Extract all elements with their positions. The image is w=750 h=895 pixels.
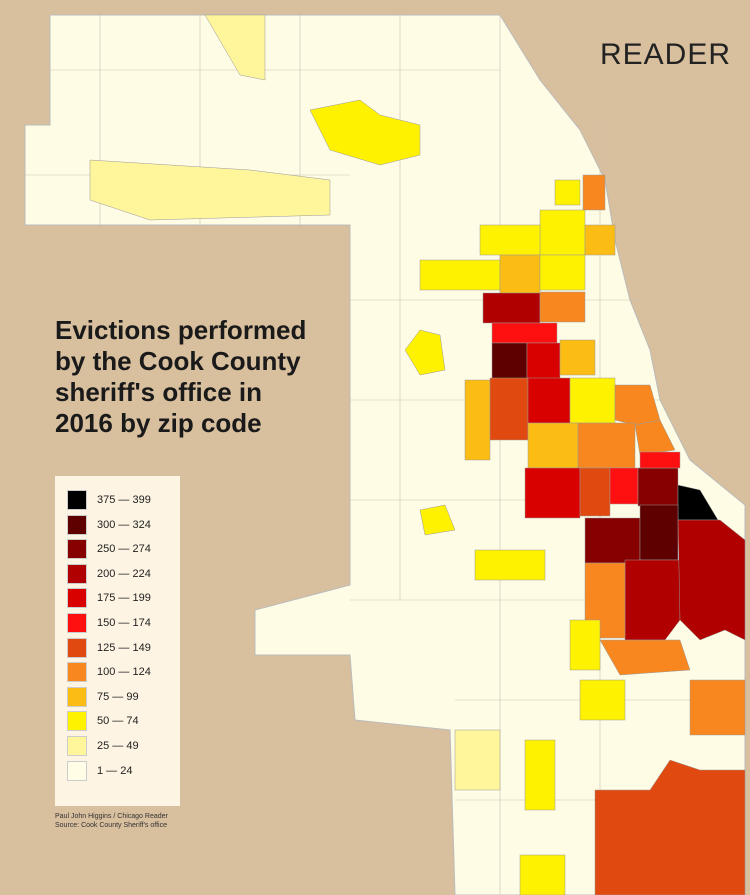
legend-swatch bbox=[67, 686, 87, 707]
zip-area bbox=[526, 342, 561, 381]
zip-area bbox=[624, 559, 681, 641]
zip-area bbox=[599, 639, 691, 676]
zip-area bbox=[489, 377, 529, 441]
legend-item: 75 — 99 bbox=[67, 686, 139, 707]
zip-area bbox=[524, 739, 556, 811]
zip-area bbox=[404, 329, 446, 376]
zip-area bbox=[579, 679, 626, 721]
title-line: sheriff's office in bbox=[55, 377, 262, 407]
zip-area bbox=[482, 292, 541, 324]
zip-area bbox=[89, 159, 331, 221]
zip-area bbox=[499, 254, 541, 294]
title-line: by the Cook County bbox=[55, 346, 301, 376]
legend-swatch bbox=[67, 736, 87, 756]
legend-item: 150 — 174 bbox=[67, 613, 151, 633]
zip-area bbox=[491, 342, 528, 381]
zip-area bbox=[594, 759, 746, 895]
legend-swatch bbox=[67, 662, 87, 683]
zip-area bbox=[554, 179, 581, 206]
zip-area bbox=[584, 224, 616, 256]
zip-area bbox=[559, 339, 596, 376]
zip-area bbox=[569, 377, 616, 424]
zip-area bbox=[527, 422, 579, 469]
zip-area bbox=[582, 174, 606, 211]
legend-label: 25 — 49 bbox=[97, 740, 139, 752]
legend-label: 300 — 324 bbox=[97, 518, 151, 531]
title: Evictions performed by the Cook County she… bbox=[55, 315, 306, 439]
zip-area bbox=[419, 259, 501, 291]
zip-area bbox=[577, 422, 636, 469]
legend-swatch bbox=[67, 539, 87, 560]
legend-label: 250 — 274 bbox=[97, 543, 151, 556]
zip-area bbox=[474, 549, 546, 581]
zip-area bbox=[639, 451, 681, 469]
zip-area bbox=[524, 467, 581, 519]
legend-label: 100 — 124 bbox=[97, 666, 151, 679]
legend-item: 1 — 24 bbox=[67, 760, 133, 781]
legend-item: 250 — 274 bbox=[67, 539, 151, 560]
legend-item: 375 — 399 bbox=[67, 490, 151, 510]
zip-areas bbox=[89, 14, 746, 895]
zip-area bbox=[634, 419, 676, 456]
legend-label: 375 — 399 bbox=[97, 494, 151, 506]
zip-area bbox=[539, 209, 586, 256]
legend-swatch bbox=[67, 613, 87, 633]
legend-swatch bbox=[67, 637, 87, 658]
legend-item: 300 — 324 bbox=[67, 514, 151, 535]
zip-area bbox=[584, 517, 641, 564]
legend-label: 175 — 199 bbox=[97, 592, 151, 605]
zip-area bbox=[579, 467, 611, 517]
legend-label: 125 — 149 bbox=[97, 641, 151, 654]
legend-label: 150 — 174 bbox=[97, 617, 151, 629]
zip-area bbox=[689, 679, 746, 736]
zip-area bbox=[639, 504, 679, 561]
legend-item: 125 — 149 bbox=[67, 637, 151, 658]
title-line: 2016 by zip code bbox=[55, 408, 262, 438]
legend-swatch bbox=[67, 563, 87, 584]
credit-line: Paul John Higgins / Chicago Reader bbox=[55, 813, 168, 820]
legend-swatch bbox=[67, 490, 87, 510]
logo: READER bbox=[600, 38, 732, 71]
legend-item: 175 — 199 bbox=[67, 588, 151, 609]
zip-area bbox=[527, 377, 571, 424]
legend-item: 100 — 124 bbox=[67, 662, 151, 683]
legend-item: 25 — 49 bbox=[67, 736, 139, 756]
zip-area bbox=[479, 224, 541, 256]
zip-area bbox=[204, 14, 266, 81]
title-line: Evictions performed bbox=[55, 315, 307, 345]
legend: 375 — 399 300 — 324 250 — 274 200 — 224 175 … bbox=[55, 476, 180, 806]
zip-area bbox=[309, 99, 421, 166]
credit-line: Source: Cook County Sheriff's office bbox=[55, 822, 167, 829]
legend-label: 1 — 24 bbox=[97, 764, 133, 777]
zip-area bbox=[637, 467, 679, 507]
legend-swatch bbox=[67, 711, 87, 732]
zip-area bbox=[491, 322, 558, 344]
zip-area bbox=[609, 467, 639, 505]
legend-swatch bbox=[67, 514, 87, 535]
legend-swatch bbox=[67, 760, 87, 781]
legend-label: 75 — 99 bbox=[97, 690, 139, 703]
zip-area bbox=[569, 619, 601, 671]
legend-item: 200 — 224 bbox=[67, 563, 151, 584]
credit: Paul John Higgins / Chicago Reader Source… bbox=[55, 812, 168, 830]
legend-swatch bbox=[67, 588, 87, 609]
zip-area bbox=[454, 729, 501, 791]
zip-area bbox=[539, 291, 586, 323]
zip-area bbox=[464, 379, 491, 461]
zip-area bbox=[519, 854, 566, 895]
legend-item: 50 — 74 bbox=[67, 711, 139, 732]
legend-label: 200 — 224 bbox=[97, 567, 151, 580]
zip-area bbox=[419, 504, 456, 536]
legend-label: 50 — 74 bbox=[97, 715, 139, 728]
zip-area bbox=[677, 519, 746, 641]
zip-area bbox=[539, 254, 586, 291]
